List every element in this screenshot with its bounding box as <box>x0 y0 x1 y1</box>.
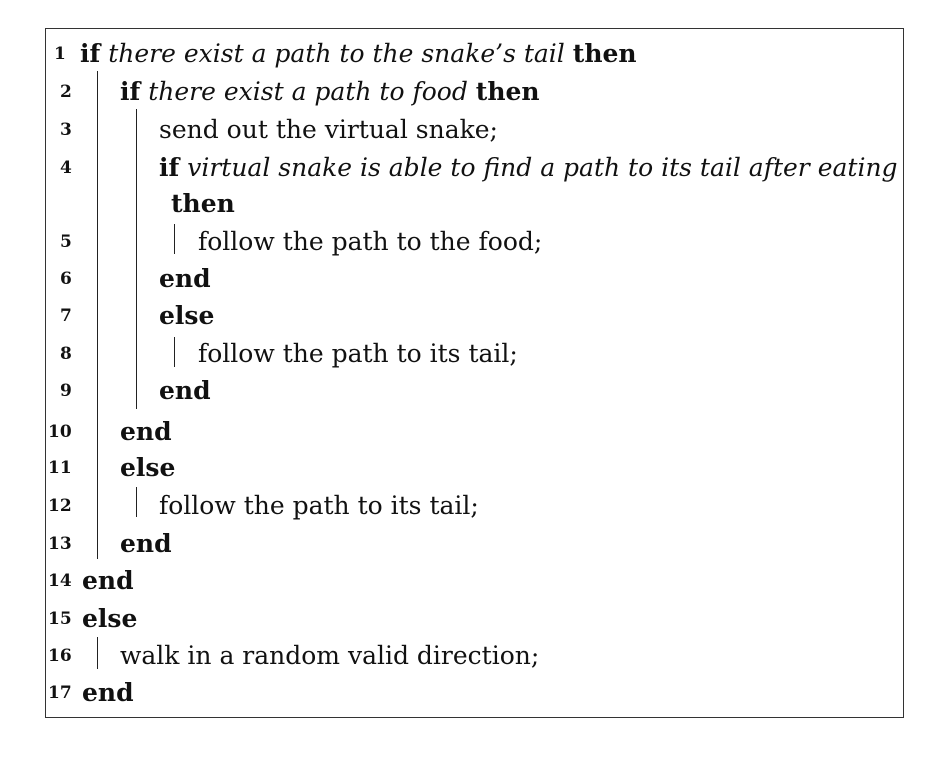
code-line-15: else <box>82 604 137 634</box>
code-line-3: send out the virtual snake; <box>159 115 498 145</box>
keyword-else: else <box>120 453 176 482</box>
line-number: 5 <box>60 232 72 252</box>
block-bar-level-3-else <box>174 337 175 367</box>
block-bar-level-1-else <box>97 637 98 669</box>
code-line-10: end <box>120 417 172 447</box>
keyword-else: else <box>82 604 138 633</box>
condition: virtual snake is able to find a path to … <box>187 153 898 182</box>
line-number: 3 <box>60 120 72 140</box>
code-line-4-continuation: then <box>171 189 235 219</box>
code-line-11: else <box>120 453 175 483</box>
algorithm-box: 1 if there exist a path to the snake’s t… <box>45 28 904 718</box>
condition: there exist a path to food <box>148 77 468 106</box>
code-line-17: end <box>82 678 134 708</box>
condition: there exist a path to the snake’s tail <box>108 39 565 68</box>
line-number: 16 <box>48 646 72 666</box>
line-number: 2 <box>60 82 72 102</box>
keyword-end: end <box>82 678 134 707</box>
keyword-end: end <box>120 529 172 558</box>
code-line-12: follow the path to its tail; <box>159 491 479 521</box>
code-line-5: follow the path to the food; <box>198 227 542 257</box>
code-line-6: end <box>159 264 211 294</box>
keyword-then: then <box>572 39 637 68</box>
line-number: 13 <box>48 534 72 554</box>
line-number: 17 <box>48 683 72 703</box>
code-line-13: end <box>120 529 172 559</box>
code-line-14: end <box>82 566 134 596</box>
line-number: 12 <box>48 496 72 516</box>
line-number: 8 <box>60 344 72 364</box>
code-line-7: else <box>159 301 214 331</box>
statement-text: follow the path to the food; <box>198 227 543 256</box>
keyword-if: if <box>159 153 180 182</box>
statement-text: send out the virtual snake; <box>159 115 498 144</box>
keyword-end: end <box>159 376 211 405</box>
line-number: 10 <box>48 422 72 442</box>
statement-text: follow the path to its tail; <box>159 491 479 520</box>
line-number: 11 <box>48 458 72 478</box>
keyword-end: end <box>82 566 134 595</box>
code-line-2: if there exist a path to food then <box>120 77 540 107</box>
code-line-1: if there exist a path to the snake’s tai… <box>80 39 637 69</box>
block-bar-level-2 <box>136 109 137 409</box>
keyword-then: then <box>475 77 540 106</box>
line-number: 6 <box>60 269 72 289</box>
line-number: 15 <box>48 609 72 629</box>
line-number: 1 <box>54 44 66 64</box>
statement-text: follow the path to its tail; <box>198 339 518 368</box>
code-line-16: walk in a random valid direction; <box>120 641 539 671</box>
keyword-else: else <box>159 301 215 330</box>
keyword-if: if <box>80 39 101 68</box>
line-number: 4 <box>60 158 72 178</box>
code-line-8: follow the path to its tail; <box>198 339 518 369</box>
block-bar-level-1 <box>97 71 98 559</box>
keyword-then: then <box>171 189 235 218</box>
keyword-end: end <box>120 417 172 446</box>
line-number: 7 <box>60 306 72 326</box>
line-number: 14 <box>48 571 72 591</box>
block-bar-level-2-else <box>136 487 137 517</box>
line-number: 9 <box>60 381 72 401</box>
keyword-if: if <box>120 77 141 106</box>
statement-text: walk in a random valid direction; <box>120 641 540 670</box>
code-line-4: if virtual snake is able to find a path … <box>159 153 898 183</box>
block-bar-level-3-then <box>174 224 175 254</box>
code-line-9: end <box>159 376 211 406</box>
keyword-end: end <box>159 264 211 293</box>
